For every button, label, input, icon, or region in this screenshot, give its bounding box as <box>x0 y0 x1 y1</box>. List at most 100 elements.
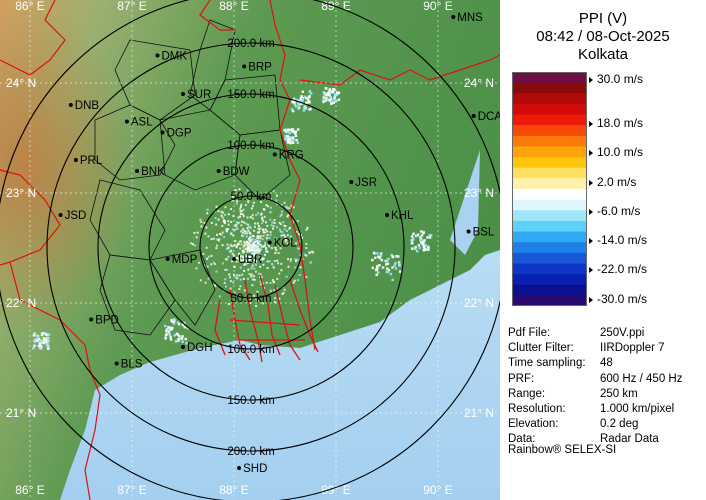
color-scale-label: -30.0 m/s <box>589 293 647 305</box>
color-scale-label: 2.0 m/s <box>589 176 636 188</box>
metadata-key: Range: <box>508 387 546 400</box>
lat-label-left: 23° N <box>6 186 36 200</box>
city-dot <box>68 103 73 107</box>
city-label: BRP <box>248 62 272 74</box>
color-scale-label: 18.0 m/s <box>589 117 643 129</box>
color-scale-label: -14.0 m/s <box>589 234 647 246</box>
city-dot <box>155 53 160 58</box>
city-label: BDW <box>223 166 250 178</box>
color-swatch <box>512 189 587 201</box>
city-dot <box>58 213 63 217</box>
range-rings: 50.0 km 50.0 km 100.0 km 100.0 km 150.0 km 15… <box>0 0 500 500</box>
lat-lon-grid: 86° E86° E87° E87° E88° E88° E89° E89° E… <box>0 0 500 500</box>
color-swatch <box>512 199 587 211</box>
city-dot <box>181 345 185 349</box>
city-label: BLS <box>121 359 143 371</box>
metadata-key: Pdf File: <box>508 327 551 339</box>
lon-label-bottom: 86° E <box>15 483 44 497</box>
scale-pointer-icon <box>589 267 593 274</box>
city-label: JSR <box>355 177 377 189</box>
metadata-row: Time sampling: 48 <box>508 356 704 370</box>
city-label: DNB <box>75 100 100 112</box>
color-swatch <box>512 93 587 105</box>
color-scale-value: 30.0 m/s <box>597 72 644 87</box>
city-markers: MNS DMK BRP DNB SUR ASL DCA DGP KRG PRL BNK BDW JSR K… <box>58 12 500 475</box>
color-scale-border <box>512 72 587 306</box>
scale-pointer-icon <box>589 179 593 186</box>
lon-label-bottom: 89° E <box>321 483 350 497</box>
range-label-south: 200.0 km <box>227 446 274 458</box>
scale-pointer-icon <box>589 208 593 215</box>
lon-label-top: 90° E <box>423 0 452 13</box>
city-dot <box>466 229 471 234</box>
color-swatch <box>512 284 587 296</box>
color-scale-label: -6.0 m/s <box>589 205 640 217</box>
color-swatch <box>512 125 587 137</box>
color-scale-value: 2.0 m/s <box>597 174 637 189</box>
color-swatch <box>512 114 587 126</box>
radar-map: 86° E86° E87° E87° E88° E88° E89° E89° E… <box>0 0 500 500</box>
city-label: MNS <box>457 12 483 24</box>
city-label: PRL <box>80 155 103 167</box>
city-label: UBR <box>238 254 262 266</box>
river-estuary <box>450 150 480 255</box>
city-dot <box>124 119 129 124</box>
international-borders <box>0 0 500 500</box>
lat-label-left: 24° N <box>6 76 36 90</box>
product-title: PPI (V) <box>578 10 628 27</box>
lat-label-left: 22° N <box>6 296 36 310</box>
lon-label-top: 88° E <box>219 0 248 13</box>
city-dot <box>73 158 78 162</box>
lat-label-left: 21° N <box>6 406 36 420</box>
scale-pointer-icon <box>589 77 593 84</box>
metadata-value: 0.2 deg <box>600 418 639 431</box>
city-label: DGP <box>167 128 192 140</box>
color-swatch <box>512 220 587 233</box>
color-scale-value: -30.0 m/s <box>597 291 648 306</box>
city-label: BSL <box>473 227 495 239</box>
city-dot <box>385 213 389 217</box>
city-label: KHL <box>391 210 414 222</box>
lon-label-top: 87° E <box>117 0 146 13</box>
city-dot <box>272 152 277 157</box>
metadata-value: Radar Data <box>600 433 659 446</box>
metadata-value: 600 Hz / 450 Hz <box>600 372 683 385</box>
city-label: DGH <box>187 342 213 354</box>
lon-label-bottom: 88° E <box>219 483 248 497</box>
scale-pointer-icon <box>589 296 593 303</box>
color-swatch <box>512 135 587 148</box>
range-label-south: 100.0 km <box>227 344 274 356</box>
color-swatch <box>512 263 587 275</box>
range-label-south: 50.0 km <box>231 293 272 305</box>
city-dot <box>114 361 119 366</box>
range-label-north: 150.0 km <box>227 89 274 101</box>
color-scale-label: 10.0 m/s <box>589 146 643 158</box>
color-swatch <box>512 242 587 254</box>
software-credit: Rainbow® SELEX-SI <box>508 444 617 456</box>
city-label: SUR <box>187 89 211 101</box>
city-dot <box>242 64 247 69</box>
color-swatch <box>512 103 587 116</box>
metadata-row: Range: 250 km <box>508 387 704 401</box>
color-scale-value: -6.0 m/s <box>597 203 641 218</box>
color-scale-value: -14.0 m/s <box>597 233 648 248</box>
range-label-north: 50.0 km <box>231 191 272 203</box>
city-dot <box>216 169 221 173</box>
color-swatch <box>512 295 587 306</box>
range-label-north: 100.0 km <box>227 140 274 152</box>
metadata-row: PRF: 600 Hz / 450 Hz <box>508 372 704 386</box>
city-dot <box>135 169 140 173</box>
metadata-row: Data: Radar Data <box>508 432 704 446</box>
scale-pointer-icon <box>589 238 593 245</box>
city-label: KOL <box>274 238 298 250</box>
station-name: Kolkata <box>577 46 629 63</box>
metadata-key: Elevation: <box>508 418 559 431</box>
scale-pointer-icon <box>589 121 593 128</box>
range-label-north: 200.0 km <box>227 38 274 50</box>
metadata-row: Clutter Filter: IIRDoppler 7 <box>508 341 704 355</box>
city-label: DCA <box>478 111 500 123</box>
lat-label-right: 24° N <box>464 76 494 90</box>
city-dot <box>451 15 456 19</box>
city-label: ASL <box>131 117 153 129</box>
color-swatch <box>512 157 587 169</box>
